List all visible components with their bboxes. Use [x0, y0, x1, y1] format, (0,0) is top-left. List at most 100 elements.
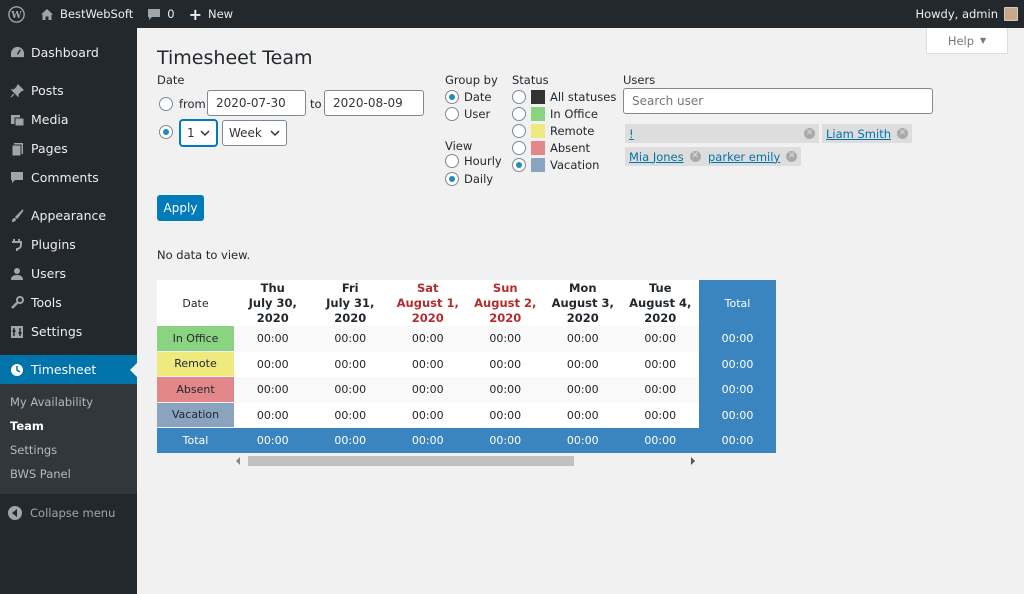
status-row-label: Absent [157, 377, 234, 402]
site-name: BestWebSoft [60, 7, 134, 21]
option-label: User [464, 107, 491, 121]
home-icon [40, 8, 54, 21]
scroll-right-arrow-icon[interactable] [691, 457, 695, 465]
remove-tag-icon[interactable]: ✕ [897, 128, 909, 139]
status-remote-option[interactable]: Remote [512, 124, 594, 138]
table-cell: 00:00 [234, 377, 312, 403]
totals-row-cell: 00:00 [544, 428, 622, 453]
user-tag-link[interactable]: Liam Smith [826, 126, 892, 141]
user-tag-link[interactable]: Mia Jones [629, 149, 684, 164]
collapse-menu-button[interactable]: Collapse menu [0, 498, 137, 528]
site-name-link[interactable]: BestWebSoft [33, 0, 140, 28]
remove-tag-icon[interactable]: ✕ [689, 151, 701, 162]
users-icon [8, 266, 26, 282]
user-tag-link[interactable]: ! [629, 126, 634, 141]
column-header-date: July 31, 2020 [326, 295, 375, 325]
scrollbar-thumb[interactable] [248, 456, 574, 466]
view-daily-option[interactable]: Daily [445, 172, 493, 186]
dashboard-icon [8, 45, 26, 61]
menu-comments[interactable]: Comments [0, 163, 137, 192]
comments-link[interactable]: 0 [140, 0, 181, 28]
status-row-label: Remote [157, 351, 234, 376]
wordpress-logo-icon[interactable]: W [0, 0, 33, 28]
remove-tag-icon[interactable]: ✕ [804, 128, 815, 139]
menu-pages[interactable]: Pages [0, 134, 137, 163]
column-header: Sun August 2, 2020 [467, 280, 545, 326]
apply-button[interactable]: Apply [157, 195, 204, 221]
period-radio[interactable] [159, 125, 173, 139]
from-date-input[interactable]: 2020-07-30 [207, 90, 306, 116]
status-in-office-option[interactable]: In Office [512, 107, 598, 121]
submenu-team[interactable]: Team [10, 419, 44, 433]
date-label: Date [157, 73, 185, 87]
chevron-down-icon [200, 130, 210, 136]
period-unit-select[interactable]: Week [222, 120, 287, 146]
my-account-link[interactable]: Howdy, admin [908, 0, 1024, 28]
menu-timesheet[interactable]: Timesheet [0, 355, 137, 384]
new-content-link[interactable]: + New [182, 0, 241, 28]
group-by-date-radio[interactable] [445, 90, 459, 104]
column-header-day: Sat [416, 280, 439, 295]
totals-row-cell: 00:00 [389, 428, 467, 453]
period-number-select[interactable]: 1 [180, 120, 217, 146]
group-by-user-radio[interactable] [445, 107, 459, 121]
option-label: In Office [550, 107, 598, 121]
main-content: Help ▼ Timesheet Team Date from 2020-07-… [137, 28, 1024, 594]
column-header: Fri July 31, 2020 [312, 280, 390, 326]
submenu-bws-panel[interactable]: BWS Panel [10, 467, 71, 481]
status-vacation-option[interactable]: Vacation [512, 158, 599, 172]
table-corner-header: Date [157, 280, 234, 326]
table-cell: 00:00 [389, 377, 467, 403]
status-in-office-radio[interactable] [512, 107, 526, 121]
menu-settings[interactable]: Settings [0, 317, 137, 346]
status-vacation-radio[interactable] [512, 158, 526, 172]
avatar [1004, 7, 1018, 21]
status-remote-radio[interactable] [512, 124, 526, 138]
user-tag-link[interactable]: parker emily [708, 149, 781, 164]
status-all-radio[interactable] [512, 90, 526, 104]
remove-tag-icon[interactable]: ✕ [786, 151, 798, 162]
view-daily-radio[interactable] [445, 172, 459, 186]
horizontal-scrollbar[interactable] [234, 454, 699, 468]
menu-label: Appearance [31, 208, 107, 223]
to-date-input[interactable]: 2020-08-09 [324, 90, 424, 116]
table-cell: 00:00 [389, 326, 467, 352]
menu-users[interactable]: Users [0, 259, 137, 288]
column-header-day: Fri [341, 280, 359, 295]
help-button[interactable]: Help ▼ [926, 28, 1008, 54]
group-by-user-option[interactable]: User [445, 107, 490, 121]
totals-row-cell: 00:00 [466, 428, 544, 453]
menu-dashboard[interactable]: Dashboard [0, 38, 137, 67]
table-cell: 00:00 [621, 351, 699, 377]
plus-icon: + [188, 4, 202, 24]
column-header-day: Thu [260, 280, 285, 295]
group-by-date-option[interactable]: Date [445, 90, 492, 104]
no-data-message: No data to view. [157, 248, 251, 262]
column-header: Sat August 1, 2020 [389, 280, 467, 326]
pushpin-icon [8, 83, 26, 99]
submenu-my-availability[interactable]: My Availability [10, 395, 94, 409]
table-cell: 00:00 [544, 351, 622, 377]
column-header-day: Tue [648, 280, 672, 295]
comment-bubble-icon [147, 8, 161, 21]
option-label: All statuses [550, 90, 617, 104]
menu-plugins[interactable]: Plugins [0, 230, 137, 259]
menu-label: Plugins [31, 237, 76, 252]
scroll-left-arrow-icon[interactable] [236, 457, 240, 465]
menu-appearance[interactable]: Appearance [0, 201, 137, 230]
column-header-date: July 30, 2020 [248, 295, 297, 325]
submenu-settings[interactable]: Settings [10, 443, 58, 457]
status-swatch [531, 158, 545, 172]
view-hourly-option[interactable]: Hourly [445, 154, 502, 168]
option-label: Vacation [550, 158, 600, 172]
status-absent-radio[interactable] [512, 141, 526, 155]
menu-posts[interactable]: Posts [0, 76, 137, 105]
status-absent-option[interactable]: Absent [512, 141, 590, 155]
menu-media[interactable]: Media [0, 105, 137, 134]
search-user-input[interactable]: Search user [623, 88, 933, 114]
date-range-radio[interactable] [159, 97, 173, 111]
status-all-option[interactable]: All statuses [512, 90, 616, 104]
settings-icon [8, 324, 26, 340]
menu-tools[interactable]: Tools [0, 288, 137, 317]
view-hourly-radio[interactable] [445, 154, 459, 168]
